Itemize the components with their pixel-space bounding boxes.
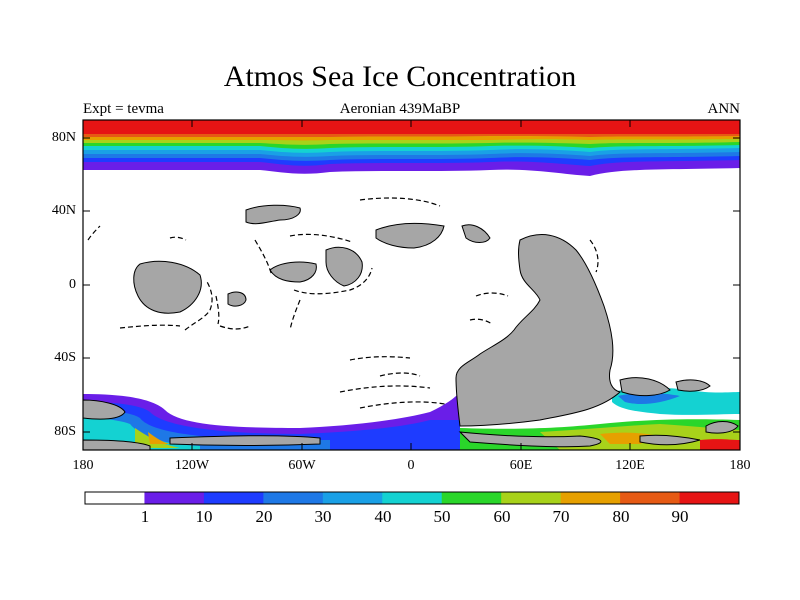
colorbar-swatch [620,492,680,504]
colorbar-swatch [204,492,264,504]
y-tick-label: 40S [54,351,76,365]
colorbar-label: 40 [363,507,403,527]
island-small-1 [228,292,246,306]
y-tick-label: 40N [52,204,76,218]
colorbar-label: 60 [482,507,522,527]
x-tick-label: 120E [600,458,660,474]
map-plot-area [83,120,740,450]
colorbar-label: 1 [125,507,165,527]
colorbar-label: 30 [303,507,343,527]
x-tick-label: 60W [272,458,332,474]
colorbar-swatch [382,492,442,504]
y-tick-label: 0 [69,278,76,292]
colorbar-swatch [561,492,621,504]
colorbar-label: 70 [541,507,581,527]
colorbar-label: 80 [601,507,641,527]
colorbar-label: 10 [184,507,224,527]
island-north-2 [376,223,444,248]
x-tick-label: 180 [53,458,113,474]
colorbar-swatch [263,492,323,504]
x-tick-label: 180 [710,458,770,474]
colorbar-swatch [144,492,204,504]
island-central-1 [270,262,316,282]
colorbar-swatch [85,492,145,504]
island-west-laurentia [134,261,202,313]
colorbar-label: 50 [422,507,462,527]
landmasses [83,205,738,450]
y-tick-label: 80S [54,425,76,439]
continent-gondwana [456,235,620,426]
x-tick-label: 120W [162,458,222,474]
colorbar-swatch [442,492,502,504]
island-central-2 [326,247,362,286]
colorbar [85,492,740,504]
colorbar-label: 20 [244,507,284,527]
island-east-2 [676,380,710,391]
colorbar-swatch [323,492,383,504]
colorbar-label: 90 [660,507,700,527]
x-tick-label: 0 [381,458,441,474]
y-tick-label: 80N [52,131,76,145]
x-tick-label: 60E [491,458,551,474]
colorbar-swatch [501,492,561,504]
island-north-1 [246,205,300,223]
island-east-1 [620,378,670,396]
colorbar-swatch [680,492,740,504]
arctic-ice-bands [83,120,740,176]
island-north-3 [462,225,490,243]
